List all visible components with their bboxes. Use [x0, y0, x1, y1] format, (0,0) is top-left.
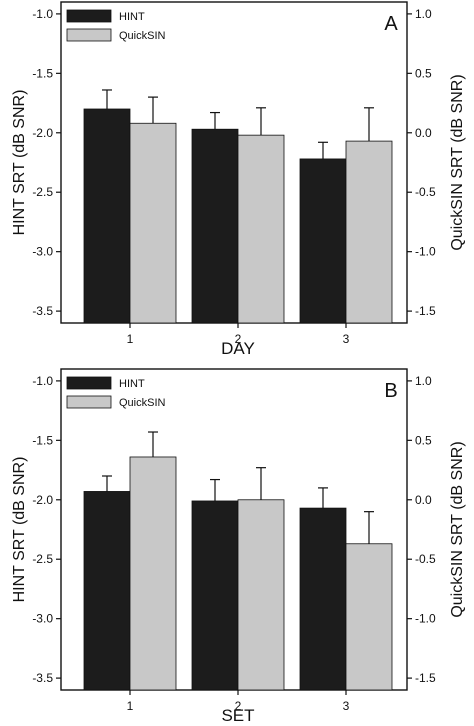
x-axis-label: DAY: [221, 339, 255, 358]
right-tick-label: -1.0: [415, 245, 436, 259]
bar-quicksin-2: [237, 499, 285, 691]
panel-letter: B: [384, 380, 397, 402]
left-tick-label: -2.0: [32, 493, 53, 507]
y-axis-label-right: QuickSIN SRT (dB SNR): [449, 74, 466, 250]
right-tick-label: -1.0: [415, 612, 436, 626]
right-tick-label: 0.5: [415, 66, 432, 80]
panel-letter: A: [384, 13, 398, 35]
bar-quicksin-3: [345, 543, 393, 691]
legend-label-quicksin: QuickSIN: [119, 397, 166, 409]
legend-label-hint: HINT: [119, 378, 145, 390]
right-tick-label: -1.5: [415, 671, 436, 685]
bar-hint-3: [299, 507, 347, 691]
left-tick-label: -1.0: [32, 374, 53, 388]
left-tick-label: -3.0: [32, 245, 53, 259]
left-tick-label: -2.5: [32, 185, 53, 199]
x-tick-label: 3: [343, 699, 350, 713]
right-tick-label: -0.5: [415, 185, 436, 199]
bar-hint-3: [299, 158, 347, 324]
right-tick-label: 0.0: [415, 493, 432, 507]
x-tick-label: 1: [127, 699, 134, 713]
left-tick-label: -2.0: [32, 126, 53, 140]
left-tick-label: -1.5: [32, 433, 53, 447]
y-axis-label-left: HINT SRT (dB SNR): [11, 90, 28, 236]
bar-quicksin-1: [129, 456, 177, 691]
left-tick-label: -1.0: [32, 7, 53, 21]
legend-swatch-quicksin: [66, 28, 112, 42]
bar-hint-1: [83, 491, 131, 691]
right-tick-label: 0.5: [415, 433, 432, 447]
left-tick-label: -3.0: [32, 612, 53, 626]
x-tick-label: 3: [343, 332, 350, 346]
x-tick-label: 2: [235, 332, 242, 346]
right-tick-label: -0.5: [415, 552, 436, 566]
left-tick-label: -3.5: [32, 671, 53, 685]
right-tick-label: 0.0: [415, 126, 432, 140]
legend-label-hint: HINT: [119, 11, 145, 23]
legend-label-quicksin: QuickSIN: [119, 30, 166, 42]
legend-swatch-hint: [66, 376, 112, 390]
x-axis-label: SET: [221, 706, 254, 725]
bar-quicksin-1: [129, 122, 177, 324]
right-tick-label: -1.5: [415, 304, 436, 318]
x-tick-label: 2: [235, 699, 242, 713]
chart-panel-b: -1.0 -1.5 -2.0 -2.5 -3.0 -3.5 1.0 0.5 0.0 -0.5 -1.…: [11, 368, 466, 725]
bar-quicksin-3: [345, 140, 393, 324]
left-tick-label: -1.5: [32, 66, 53, 80]
left-tick-label: -3.5: [32, 304, 53, 318]
legend-swatch-quicksin: [66, 395, 112, 409]
right-tick-label: 1.0: [415, 7, 432, 21]
y-axis-label-right: QuickSIN SRT (dB SNR): [449, 441, 466, 617]
legend-swatch-hint: [66, 9, 112, 23]
bar-hint-1: [83, 108, 131, 324]
x-tick-label: 1: [127, 332, 134, 346]
right-tick-label: 1.0: [415, 374, 432, 388]
bar-quicksin-2: [237, 134, 285, 324]
left-tick-label: -2.5: [32, 552, 53, 566]
chart-panel-a: -1.0 -1.5 -2.0 -2.5 -3.0 -3.5 1.0 0.5 0.0 -0.5 -1.…: [11, 1, 466, 358]
bar-hint-2: [191, 128, 239, 324]
y-axis-label-left: HINT SRT (dB SNR): [11, 457, 28, 603]
bar-hint-2: [191, 500, 239, 691]
